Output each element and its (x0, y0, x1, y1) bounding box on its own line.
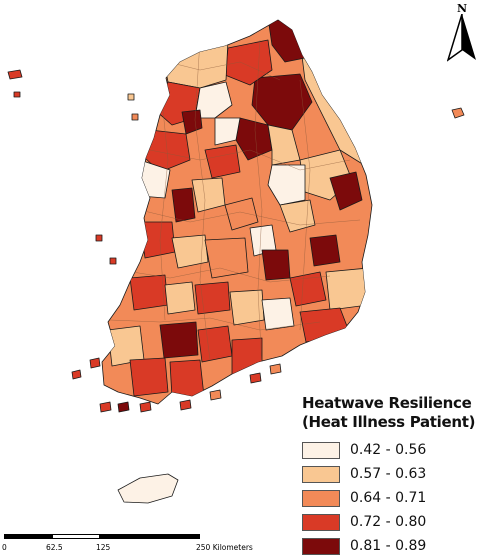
district-yeongdeok-dark (329, 171, 363, 211)
scale-tick-0: 0 (2, 543, 7, 552)
legend-swatch (302, 537, 340, 555)
island-sw-2 (71, 369, 82, 380)
legend-swatch (302, 489, 340, 507)
scale-tick-1: 62.5 (46, 543, 63, 552)
district-sacheon-red (231, 337, 263, 377)
scale-tick-3: 250 Kilometers (196, 543, 253, 552)
district-namwon-red (194, 281, 231, 315)
island-sw-1 (89, 357, 101, 369)
island-baengnyeong (7, 69, 23, 80)
legend-label: 0.72 - 0.80 (350, 514, 427, 530)
legend-swatch (302, 465, 340, 483)
district-chungju-red (204, 144, 241, 179)
districts (107, 20, 372, 399)
scale-seg-1 (4, 534, 52, 539)
district-jeonbuk-pale (171, 234, 209, 269)
island-west-small (13, 91, 21, 98)
district-gyeongju-pale (325, 267, 369, 311)
legend-item: 0.42 - 0.56 (302, 438, 480, 462)
district-chungbuk-north (267, 124, 301, 166)
scale-segments (4, 534, 200, 539)
district-daejeon (224, 197, 259, 231)
legend-label: 0.42 - 0.56 (350, 442, 427, 458)
scale-bar: 0 62.5 125 250 Kilometers (2, 534, 274, 555)
mainland (101, 19, 373, 405)
legend-label: 0.64 - 0.71 (350, 490, 427, 506)
legend-item: 0.72 - 0.80 (302, 510, 480, 534)
district-wonju (214, 117, 241, 146)
legend-swatch (302, 513, 340, 531)
island-w-3 (95, 234, 103, 242)
district-jeonnam-dark (159, 321, 199, 359)
north-letter: N (456, 2, 468, 15)
legend-item: 0.64 - 0.71 (302, 486, 480, 510)
island-ulleung (451, 107, 465, 119)
north-arrow: N (447, 2, 477, 64)
scale-seg-3 (100, 534, 200, 539)
district-gyeongbuk-mid (279, 199, 316, 233)
district-gwangju-pale (164, 281, 196, 315)
legend-label: 0.57 - 0.63 (350, 466, 427, 482)
district-haenam-red (129, 357, 169, 397)
district-suncheon-red (197, 325, 233, 363)
legend-label: 0.81 - 0.89 (350, 538, 427, 554)
legend-title-line2: (Heat Illness Patient) (302, 413, 476, 431)
islands (7, 69, 465, 504)
island-sw-3 (99, 401, 112, 413)
island-w-4 (109, 257, 117, 265)
legend-title-line1: Heatwave Resilience (302, 394, 472, 412)
scale-tick-2: 125 (96, 543, 111, 552)
scale-seg-2 (52, 534, 100, 539)
district-gyeongnam-west (229, 289, 265, 326)
legend-swatch (302, 441, 340, 459)
district-northwest-pale (159, 39, 229, 89)
island-s-2 (179, 399, 192, 411)
island-s-3 (209, 389, 222, 401)
island-w-2 (131, 113, 139, 121)
district-changwon-white (261, 297, 295, 331)
district-pohang-dark (309, 234, 341, 267)
district-taean-dark (171, 187, 196, 223)
legend-items: 0.42 - 0.56 0.57 - 0.63 0.64 - 0.71 0.72 - … (302, 438, 480, 558)
island-s-5 (269, 363, 282, 375)
island-s-4 (249, 372, 262, 384)
island-sw-4 (117, 401, 130, 413)
district-daegu (289, 271, 327, 307)
district-goheung-red (169, 359, 205, 399)
district-andong-white (267, 164, 306, 206)
district-gumi-dark (261, 249, 291, 281)
legend-item: 0.81 - 0.89 (302, 534, 480, 558)
island-w-1 (127, 93, 135, 101)
legend: Heatwave Resilience (Heat Illness Patien… (302, 394, 480, 558)
north-arrow-icon (447, 14, 476, 62)
island-s-1 (139, 401, 152, 413)
island-jeju (117, 473, 179, 504)
district-jeonbuk-west (139, 221, 176, 259)
district-capital-dark (181, 109, 203, 135)
legend-item: 0.57 - 0.63 (302, 462, 480, 486)
district-jeonbuk-east (204, 237, 249, 279)
